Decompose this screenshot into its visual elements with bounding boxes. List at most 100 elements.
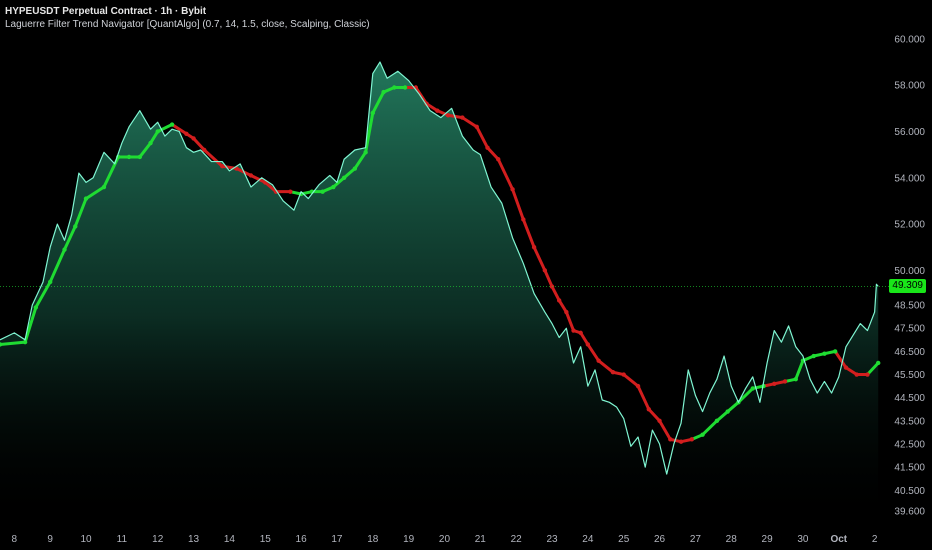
trend-filter-segment (833, 349, 848, 370)
trend-filter-point (646, 407, 651, 412)
x-axis-tick-label: 17 (331, 534, 343, 545)
trend-filter-point (370, 110, 375, 116)
trend-filter-point (750, 386, 755, 391)
y-axis-tick-label: 44.500 (894, 393, 925, 404)
trend-filter-segment (138, 141, 153, 159)
trend-filter-point (725, 409, 730, 414)
x-axis-tick-label: 9 (47, 534, 53, 545)
trend-filter-point (689, 437, 695, 442)
trend-filter-point (822, 351, 827, 356)
trend-filter-segment (156, 123, 174, 133)
trend-filter-segment (557, 298, 568, 314)
trend-filter-segment (84, 185, 106, 201)
trend-filter-point (496, 157, 501, 162)
trend-filter-point (169, 122, 175, 127)
trend-filter-point (363, 150, 368, 155)
trend-filter-point (668, 437, 673, 442)
trend-filter-point (542, 268, 548, 273)
trend-filter-point (772, 381, 777, 386)
x-axis-tick-label: 8 (12, 534, 18, 545)
trend-filter-point (876, 360, 881, 366)
x-axis-tick-label: 10 (80, 534, 92, 545)
trend-filter-point (341, 175, 347, 180)
trend-filter-point (184, 131, 189, 136)
trend-filter-segment (701, 419, 719, 437)
trend-filter-point (402, 85, 408, 90)
trend-filter-segment (726, 400, 740, 414)
price-area-fill (0, 62, 879, 525)
price-line (0, 61, 879, 475)
trend-filter-point (0, 342, 3, 347)
trend-filter-segment (63, 224, 77, 252)
y-axis-tick-label: 52.000 (894, 220, 925, 231)
y-axis-tick-label: 50.000 (894, 266, 925, 277)
trend-filter-segment (496, 157, 515, 191)
trend-filter-segment (342, 167, 357, 180)
trend-filter-point (678, 439, 684, 444)
trend-filter-segment (0, 340, 27, 346)
symbol-title[interactable]: HYPEUSDT Perpetual Contract · 1h · Bybit (5, 6, 207, 17)
trend-filter-point (73, 224, 78, 229)
trend-filter-point (148, 140, 153, 146)
trend-filter-point (474, 124, 479, 130)
trend-filter-point (460, 115, 465, 120)
trend-filter-point (564, 309, 569, 315)
trend-filter-segment (511, 187, 525, 221)
x-axis-tick-label: 2 (872, 534, 878, 545)
x-axis-tick-label: 11 (117, 534, 128, 545)
trend-filter-point (635, 383, 641, 389)
y-axis-tick-label: 39.600 (894, 507, 925, 518)
x-axis-tick-label: 12 (152, 534, 164, 545)
trend-filter-segment (48, 248, 67, 284)
trend-filter-point (248, 173, 254, 178)
trend-filter-point (83, 196, 89, 201)
trend-filter-segment (364, 111, 375, 154)
trend-filter-segment (485, 146, 500, 161)
trend-filter-segment (149, 129, 160, 145)
trend-filter-segment (371, 90, 386, 115)
x-axis-tick-label: 27 (690, 534, 702, 545)
trend-filter-point (510, 187, 515, 192)
y-axis-tick-label: 43.500 (894, 416, 925, 427)
indicator-label[interactable]: Laguerre Filter Trend Navigator [QuantAl… (5, 19, 370, 30)
y-axis-tick-label: 42.500 (894, 439, 925, 450)
trend-filter-point (137, 154, 142, 160)
trend-filter-segment (865, 361, 880, 377)
trend-filter-segment (353, 150, 368, 171)
trend-filter-point (445, 113, 451, 118)
trend-filter-segment (475, 125, 489, 150)
trend-filter-point (47, 279, 53, 285)
y-axis-tick-label: 46.500 (894, 347, 925, 358)
trend-filter-segment (414, 86, 429, 106)
chart-header: HYPEUSDT Perpetual Contract · 1h · Bybit… (5, 5, 370, 31)
trend-filter-segment (736, 386, 755, 404)
trend-filter-segment (564, 310, 576, 333)
trend-filter-point (596, 358, 601, 363)
trend-filter-point (331, 184, 336, 190)
x-axis-tick-label: Oct (830, 534, 847, 545)
trend-filter-point (832, 349, 838, 354)
trend-filter-point (811, 353, 816, 359)
x-axis-tick-label: 29 (762, 534, 774, 545)
x-axis-tick-label: 19 (403, 534, 415, 545)
trend-filter-point (126, 154, 132, 160)
y-axis-tick-label: 41.500 (894, 463, 925, 474)
trend-filter-segment (532, 245, 547, 272)
x-axis-tick-label: 13 (188, 534, 200, 545)
trend-filter-point (381, 89, 386, 95)
trend-filter-segment (521, 217, 536, 249)
y-axis-tick-label: 48.500 (894, 301, 925, 312)
trend-filter-segment (579, 331, 590, 346)
trend-filter-segment (249, 173, 267, 184)
trend-filter-segment (23, 305, 38, 344)
trend-filter-point (843, 365, 849, 370)
trend-filter-point (531, 245, 537, 250)
trend-filter-segment (170, 123, 188, 136)
trend-filter-point (392, 85, 397, 90)
trend-filter-point (62, 247, 67, 252)
trend-filter-segment (331, 176, 346, 189)
trend-filter-segment (597, 359, 615, 374)
trend-filter-segment (622, 373, 640, 388)
x-axis-tick-label: 23 (546, 534, 558, 545)
